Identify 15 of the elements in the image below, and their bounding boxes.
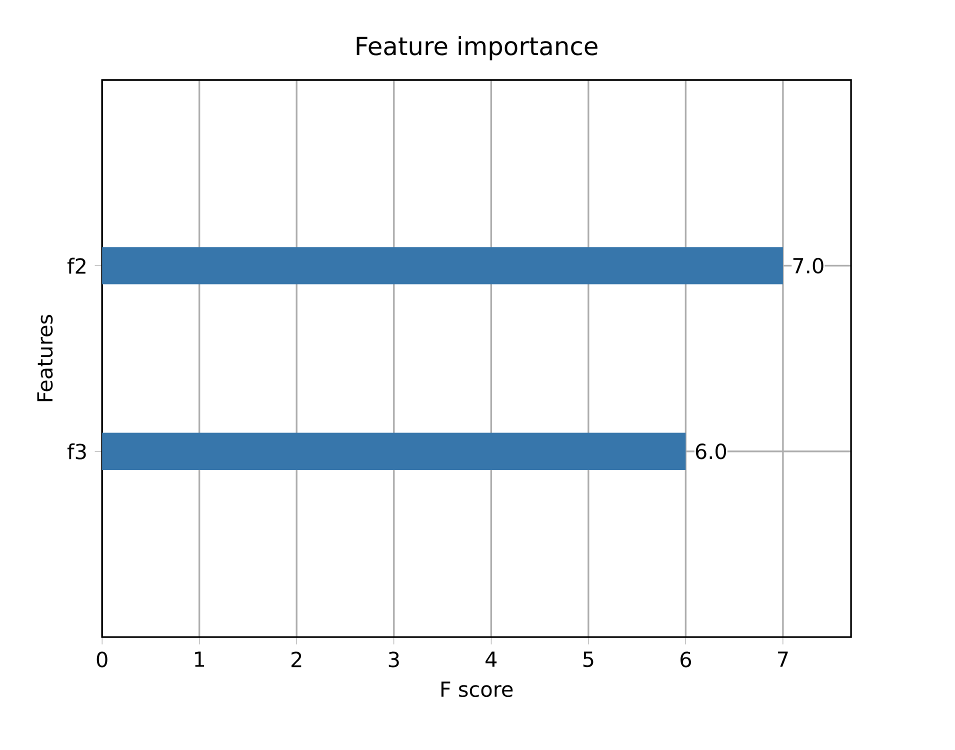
- y-axis-title: Features: [37, 314, 53, 402]
- x-tick-label: 0: [96, 652, 108, 668]
- x-tick-label: 6: [680, 652, 691, 668]
- x-tick-label: 3: [388, 652, 399, 668]
- data-label: 6.0: [696, 444, 726, 460]
- y-tick-label: f3: [67, 443, 86, 460]
- x-tick-label: 1: [195, 652, 204, 667]
- y-tick-label: f2: [67, 258, 86, 274]
- chart-title: Feature importance: [356, 36, 598, 60]
- x-tick-label: 7: [778, 652, 788, 667]
- x-tick-label: 4: [486, 652, 497, 667]
- data-label: 7.0: [793, 258, 824, 274]
- x-tick-label: 5: [583, 652, 594, 668]
- x-tick-label: 2: [292, 652, 302, 668]
- x-axis-title: F score: [441, 682, 513, 698]
